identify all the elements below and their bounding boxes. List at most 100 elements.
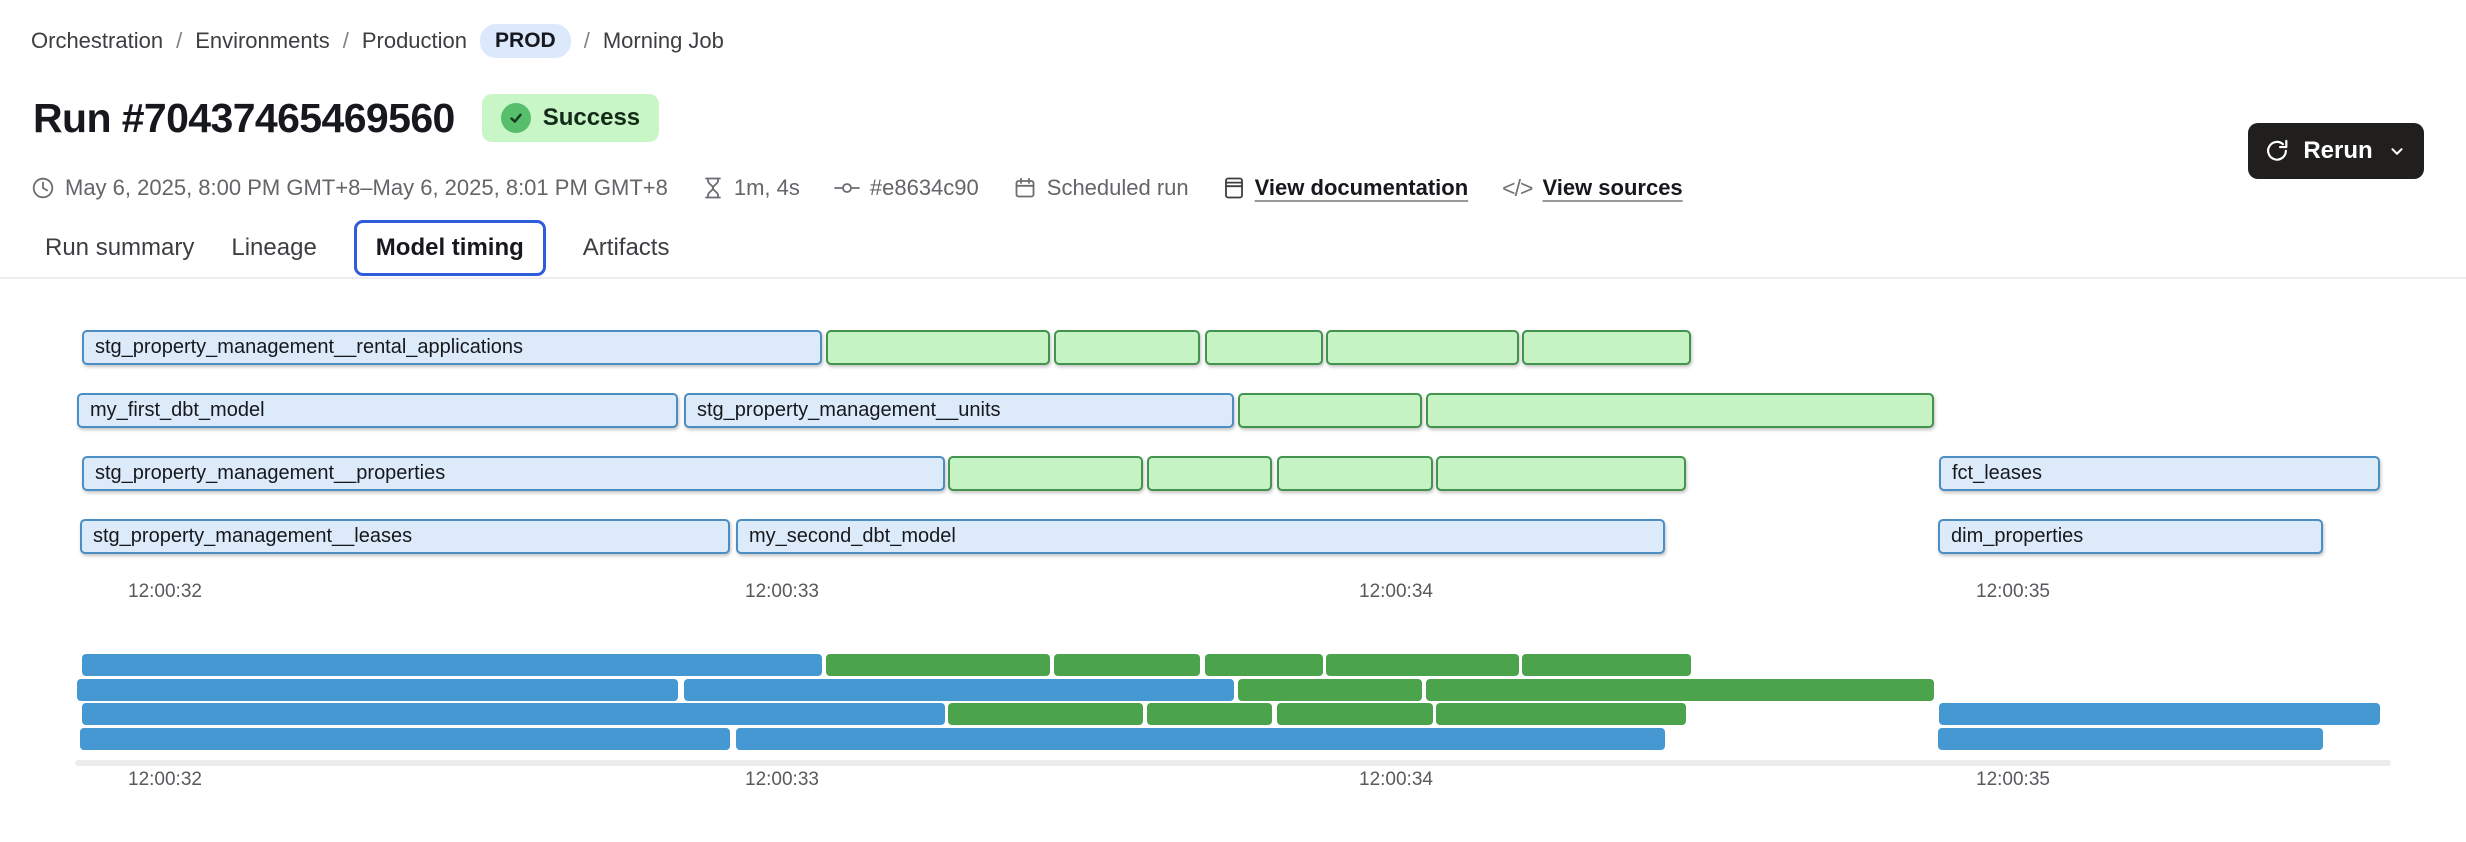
- gantt-bar[interactable]: [1326, 330, 1519, 365]
- gantt-bar[interactable]: [1277, 456, 1433, 491]
- tab-artifacts[interactable]: Artifacts: [582, 234, 670, 261]
- tabs-divider: [0, 277, 2466, 279]
- gantt-bar[interactable]: [1205, 330, 1323, 365]
- run-tabs: Run summary Lineage Model timing Artifac…: [45, 219, 669, 277]
- rerun-button[interactable]: Rerun: [2248, 123, 2424, 179]
- gantt-bar-stg_property_management__leases[interactable]: stg_property_management__leases: [80, 519, 730, 554]
- gantt-bar-my_second_dbt_model[interactable]: my_second_dbt_model: [736, 519, 1665, 554]
- success-check-icon: [500, 103, 531, 133]
- calendar-icon: [1013, 176, 1037, 200]
- minimap-scroll-track[interactable]: [75, 760, 2391, 766]
- status-badge: Success: [481, 94, 660, 142]
- gantt-bar-label: stg_property_management__properties: [95, 462, 446, 484]
- meta-commit-text: #e8634c90: [869, 175, 979, 200]
- gantt-bar-label: stg_property_management__leases: [93, 525, 413, 547]
- commit-icon: [833, 177, 860, 199]
- meta-time-range: May 6, 2025, 8:00 PM GMT+8–May 6, 2025, …: [31, 175, 668, 201]
- gantt-bar-stg_property_management__rental_applications[interactable]: stg_property_management__rental_applicat…: [82, 330, 822, 365]
- minimap-bar[interactable]: [1436, 703, 1686, 726]
- gantt-bar[interactable]: [1426, 393, 1934, 428]
- minimap-bar[interactable]: [1277, 703, 1433, 726]
- minimap-axis: 12:00:32 12:00:33 12:00:34 12:00:35: [0, 769, 2466, 793]
- rerun-label: Rerun: [2303, 137, 2373, 164]
- minimap-bar[interactable]: [684, 678, 1234, 701]
- hourglass-icon: [702, 176, 724, 200]
- minimap-bar[interactable]: [82, 703, 945, 726]
- view-documentation-link[interactable]: View documentation: [1254, 175, 1469, 200]
- axis-tick-label: 12:00:34: [1359, 581, 1433, 602]
- gantt-bar[interactable]: [948, 456, 1143, 491]
- minimap-bar[interactable]: [1238, 678, 1422, 701]
- breadcrumb-separator: /: [176, 28, 183, 53]
- breadcrumb-separator: /: [342, 28, 349, 53]
- minimap-bar[interactable]: [1326, 654, 1519, 676]
- minimap-bar[interactable]: [82, 654, 822, 676]
- gantt-bar-label: stg_property_management__units: [697, 399, 1001, 421]
- tab-lineage[interactable]: Lineage: [231, 234, 317, 261]
- status-label: Success: [542, 104, 641, 131]
- page-title: Run #70437465469560: [33, 94, 455, 141]
- run-meta-row: May 6, 2025, 8:00 PM GMT+8–May 6, 2025, …: [31, 171, 1683, 205]
- meta-trigger: Scheduled run: [1013, 175, 1189, 201]
- meta-docs[interactable]: View documentation: [1223, 175, 1469, 201]
- meta-time-range-text: May 6, 2025, 8:00 PM GMT+8–May 6, 2025, …: [65, 175, 668, 200]
- minimap-bar[interactable]: [1147, 703, 1272, 726]
- environment-badge: PROD: [480, 24, 571, 58]
- minimap-bar[interactable]: [77, 678, 678, 701]
- axis-tick-label: 12:00:35: [1976, 769, 2050, 790]
- minimap-bar[interactable]: [736, 728, 1665, 751]
- minimap-bar[interactable]: [948, 703, 1143, 726]
- breadcrumb-separator: /: [583, 28, 590, 53]
- gantt-bar-my_first_dbt_model[interactable]: my_first_dbt_model: [77, 393, 678, 428]
- title-row: Run #70437465469560 Success: [33, 94, 660, 142]
- minimap-bar[interactable]: [80, 728, 730, 751]
- clock-icon: [31, 176, 55, 200]
- breadcrumb-environments[interactable]: Environments: [195, 28, 330, 53]
- axis-tick-label: 12:00:32: [128, 581, 202, 602]
- gantt-bar-label: my_first_dbt_model: [90, 399, 265, 421]
- gantt-chart: stg_property_management__rental_applicat…: [0, 330, 2466, 556]
- minimap-bar[interactable]: [826, 654, 1050, 676]
- meta-sources[interactable]: </> View sources: [1502, 175, 1683, 202]
- breadcrumb-production[interactable]: Production: [361, 28, 468, 53]
- tab-run-summary[interactable]: Run summary: [45, 234, 195, 261]
- minimap-bar[interactable]: [1939, 703, 2380, 726]
- axis-tick-label: 12:00:32: [128, 769, 202, 790]
- breadcrumb-orchestration[interactable]: Orchestration: [31, 28, 164, 53]
- gantt-bar-label: fct_leases: [1952, 462, 2043, 484]
- refresh-icon: [2264, 138, 2290, 164]
- axis-tick-label: 12:00:34: [1359, 769, 1433, 790]
- meta-duration: 1m, 4s: [702, 175, 800, 201]
- axis-tick-label: 12:00:33: [745, 769, 819, 790]
- document-icon: [1223, 176, 1245, 200]
- axis-tick-label: 12:00:33: [745, 581, 819, 602]
- gantt-bar-fct_leases[interactable]: fct_leases: [1939, 456, 2380, 491]
- minimap-bar[interactable]: [1522, 654, 1691, 676]
- gantt-bar[interactable]: [826, 330, 1050, 365]
- axis-tick-label: 12:00:35: [1976, 581, 2050, 602]
- view-sources-link[interactable]: View sources: [1542, 175, 1683, 200]
- minimap-bar[interactable]: [1426, 678, 1934, 701]
- chevron-down-icon[interactable]: [2386, 140, 2408, 162]
- minimap-bar[interactable]: [1054, 654, 1200, 676]
- gantt-bar[interactable]: [1147, 456, 1272, 491]
- gantt-bar[interactable]: [1436, 456, 1686, 491]
- gantt-axis: 12:00:32 12:00:33 12:00:34 12:00:35: [0, 581, 2466, 605]
- tab-model-timing[interactable]: Model timing: [353, 220, 546, 276]
- minimap-bar[interactable]: [1938, 728, 2323, 751]
- gantt-bar-label: stg_property_management__rental_applicat…: [95, 336, 524, 358]
- minimap-bar[interactable]: [1205, 654, 1323, 676]
- breadcrumb: Orchestration / Environments / Productio…: [31, 24, 724, 58]
- gantt-bar-dim_properties[interactable]: dim_properties: [1938, 519, 2323, 554]
- gantt-bar-stg_property_management__units[interactable]: stg_property_management__units: [684, 393, 1234, 428]
- gantt-minimap[interactable]: [0, 654, 2466, 754]
- gantt-bar-stg_property_management__properties[interactable]: stg_property_management__properties: [82, 456, 945, 491]
- code-icon: </>: [1502, 174, 1533, 201]
- meta-commit: #e8634c90: [833, 175, 979, 201]
- gantt-bar[interactable]: [1238, 393, 1422, 428]
- breadcrumb-morning-job[interactable]: Morning Job: [602, 28, 724, 53]
- meta-trigger-text: Scheduled run: [1046, 175, 1189, 200]
- gantt-bar[interactable]: [1054, 330, 1200, 365]
- gantt-bar-label: my_second_dbt_model: [749, 525, 956, 547]
- gantt-bar[interactable]: [1522, 330, 1691, 365]
